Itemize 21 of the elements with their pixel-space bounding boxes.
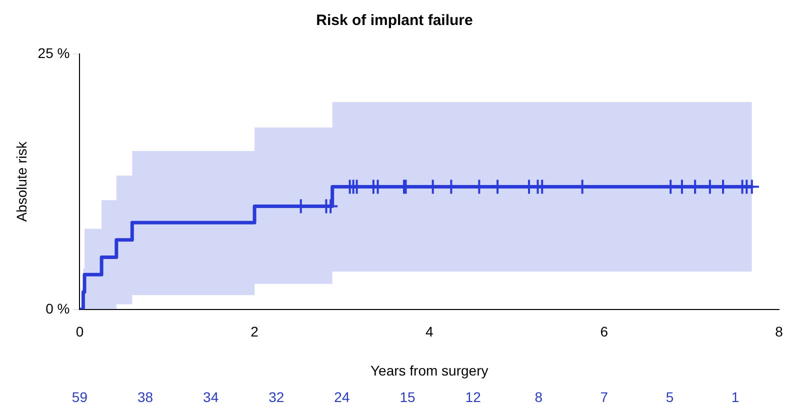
text: 34 xyxy=(203,388,219,405)
text: 59 xyxy=(72,388,88,405)
text: 8 xyxy=(534,388,543,405)
text: 24 xyxy=(334,388,350,405)
text: 15 xyxy=(400,388,416,405)
x-tick-label: 8 xyxy=(775,324,784,340)
x-axis-title: Years from surgery xyxy=(370,362,488,378)
y-axis-title: Absolute risk xyxy=(13,140,30,222)
x-tick-label: 6 xyxy=(600,324,608,340)
text: 7 xyxy=(600,388,608,405)
chart-title: Risk of implant failure xyxy=(316,12,473,30)
y-tick-label: 0 % xyxy=(46,300,70,316)
text: 1 xyxy=(731,388,740,405)
x-tick-label: 4 xyxy=(425,324,434,340)
text: 38 xyxy=(137,388,154,405)
text: 5 xyxy=(666,388,674,405)
x-tick-label: 0 xyxy=(76,324,84,340)
x-tick-label: 2 xyxy=(250,324,259,340)
y-tick-label: 25 % xyxy=(38,44,70,61)
text: 12 xyxy=(465,388,482,405)
text: 32 xyxy=(268,388,284,405)
